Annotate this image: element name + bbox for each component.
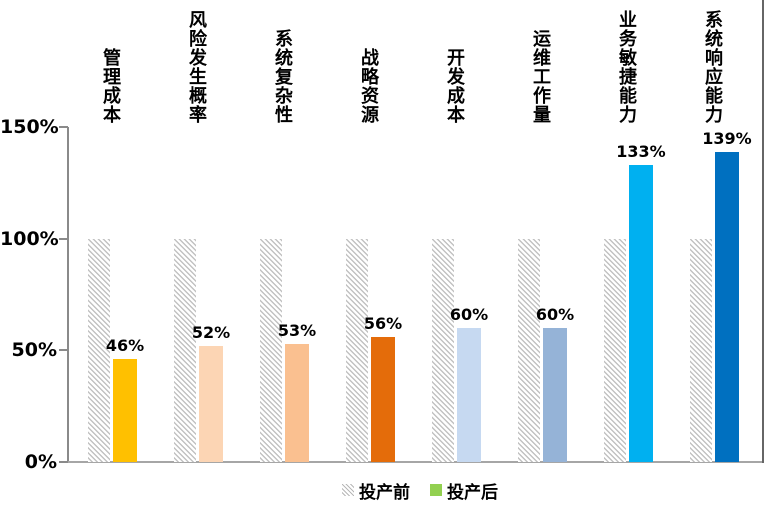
bar-after [285,344,309,462]
y-tick-label: 100% [0,228,59,250]
category-label: 管理成本 [103,48,121,126]
category-label: 风险发生概率 [189,10,207,126]
value-label: 139% [702,129,752,148]
bar-before [260,239,282,462]
bar-after [371,337,395,462]
value-label: 60% [449,305,489,324]
category-label: 业务敏捷能力 [619,10,637,126]
bar-before [604,239,626,462]
bar-after [629,165,653,462]
bar-after [113,359,137,462]
x-axis-baseline [67,461,763,463]
category-label: 系统响应能力 [705,10,723,126]
bar-after [543,328,567,462]
category-label: 系统复杂性 [275,29,293,126]
bar-before [88,239,110,462]
y-tick-label: 0% [24,451,57,473]
y-tick-mark [59,461,68,463]
bar-after [199,346,223,462]
plot-right-border [762,0,764,463]
y-tick-mark [59,349,68,351]
legend-label-after: 投产后 [447,482,498,503]
bar-after [715,152,739,462]
y-tick-mark [59,126,68,128]
value-label: 60% [535,305,575,324]
bar-before [174,239,196,462]
bar-before [518,239,540,462]
legend-item-after: 投产后 [430,478,498,503]
legend-swatch-hatched-icon [342,484,354,496]
y-tick-label: 150% [0,116,59,138]
bar-after [457,328,481,462]
value-label: 53% [277,321,317,340]
y-tick-mark [59,238,68,240]
legend-label-before: 投产前 [359,482,410,503]
value-label: 52% [191,323,231,342]
value-label: 46% [105,336,145,355]
bar-before [690,239,712,462]
value-label: 133% [616,142,666,161]
legend: 投产前 投产后 [37,476,766,504]
y-axis-line [67,127,69,463]
category-label: 战略资源 [361,48,379,126]
category-label: 开发成本 [447,48,465,126]
bar-before [346,239,368,462]
legend-swatch-green-icon [430,484,442,496]
value-label: 56% [363,314,403,333]
y-tick-label: 50% [11,339,57,361]
legend-item-before: 投产前 [342,478,410,503]
bar-before [432,239,454,462]
category-label: 运维工作量 [533,29,551,126]
